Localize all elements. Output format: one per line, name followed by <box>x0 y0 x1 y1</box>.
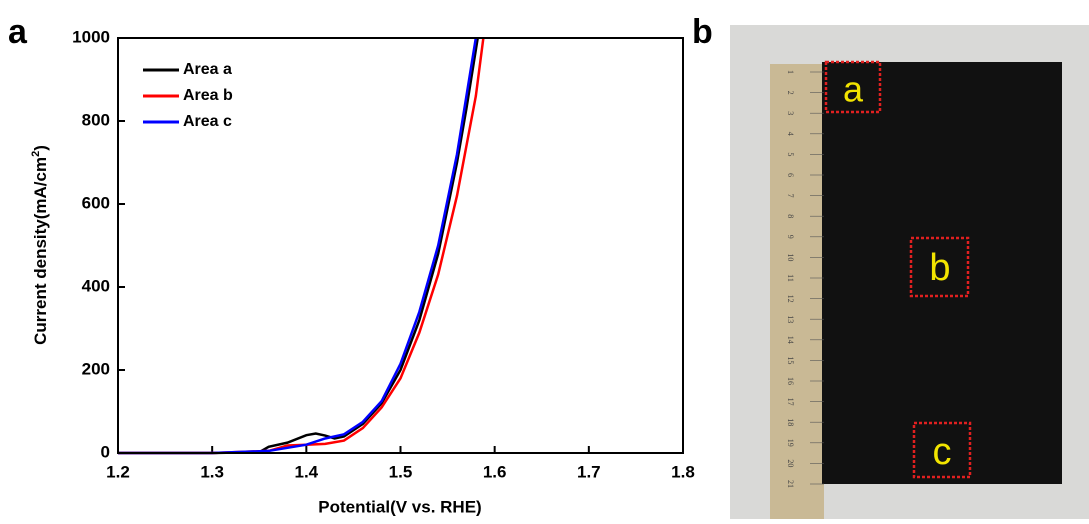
x-tick-label: 1.8 <box>671 462 695 481</box>
ruler-label: 3 <box>786 111 795 115</box>
ruler-label: 4 <box>786 132 795 136</box>
ruler <box>770 64 824 519</box>
y-label-end: ) <box>31 145 50 151</box>
ruler-label: 15 <box>786 356 795 364</box>
ruler-label: 12 <box>786 295 795 303</box>
x-tick-label: 1.2 <box>106 462 130 481</box>
region-label: b <box>929 247 950 289</box>
x-tick-label: 1.3 <box>200 462 224 481</box>
ruler-label: 8 <box>786 214 795 218</box>
ruler-label: 14 <box>786 336 795 344</box>
ruler-label: 10 <box>786 253 795 261</box>
data-line <box>118 37 479 455</box>
x-tick-label: 1.6 <box>483 462 507 481</box>
ruler-label: 20 <box>786 459 795 467</box>
region-box <box>909 236 970 298</box>
ruler-label: 21 <box>786 480 795 488</box>
y-tick-label: 1000 <box>72 27 110 46</box>
plot-frame <box>117 37 684 454</box>
ruler-label: 11 <box>786 274 795 282</box>
y-label-text: Current density(mA/cm <box>31 157 50 345</box>
sample-sheet <box>822 62 1062 484</box>
ruler-label: 6 <box>786 173 795 177</box>
y-axis-label: Current density(mA/cm2) <box>30 145 51 345</box>
region-box <box>912 421 972 479</box>
ruler-label: 9 <box>786 235 795 239</box>
y-tick-label: 0 <box>101 442 110 461</box>
ruler-label: 1 <box>786 70 795 74</box>
data-line <box>118 37 478 455</box>
ruler-label: 2 <box>786 91 795 95</box>
ruler-label: 7 <box>786 194 795 198</box>
ruler-label: 13 <box>786 315 795 323</box>
panel-label: a <box>8 13 28 51</box>
region-box <box>824 60 882 114</box>
ruler-label: 16 <box>786 377 795 385</box>
region-label: c <box>933 431 952 473</box>
ruler-label: 5 <box>786 152 795 156</box>
legend-label: Area a <box>183 61 232 78</box>
legend-label: Area b <box>183 87 233 104</box>
panel-label: b <box>692 13 713 51</box>
data-line <box>118 37 485 455</box>
legend-label: Area c <box>183 113 232 130</box>
ruler-label: 18 <box>786 418 795 426</box>
y-tick-label: 800 <box>82 110 110 129</box>
x-tick-label: 1.7 <box>577 462 601 481</box>
y-tick-label: 400 <box>82 276 110 295</box>
y-tick-label: 200 <box>82 359 110 378</box>
region-label: a <box>843 69 864 110</box>
y-label-sup: 2 <box>30 151 42 157</box>
x-tick-label: 1.4 <box>295 462 319 481</box>
x-axis-label: Potential(V vs. RHE) <box>318 497 481 516</box>
x-tick-label: 1.5 <box>389 462 413 481</box>
ruler-label: 17 <box>786 398 795 406</box>
ruler-label: 19 <box>786 439 795 447</box>
y-tick-label: 600 <box>82 193 110 212</box>
